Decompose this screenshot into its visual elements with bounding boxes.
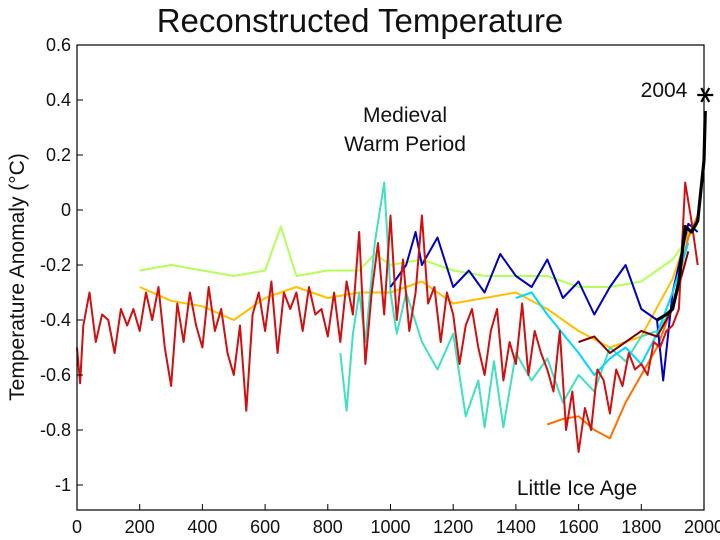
x-tick-label: 200 [125, 517, 155, 537]
x-tick-label: 400 [187, 517, 217, 537]
series-layer [76, 110, 707, 453]
y-tick-label: 0.6 [46, 35, 71, 55]
x-tick-label: 1400 [496, 517, 536, 537]
y-tick-label: -1 [55, 475, 71, 495]
series-line-5 [515, 242, 690, 376]
x-tick-label: 1800 [621, 517, 661, 537]
series-line-8 [656, 110, 707, 322]
asterisk-marker-icon [697, 87, 714, 103]
asterisk-stroke [700, 87, 711, 103]
y-tick-label: -0.6 [40, 365, 71, 385]
series-line-1 [139, 231, 690, 349]
y-tick-label: -0.8 [40, 420, 71, 440]
x-tick-label: 800 [313, 517, 343, 537]
x-tick-label: 1600 [559, 517, 599, 537]
x-tick-label: 1200 [433, 517, 473, 537]
series-line-4 [389, 222, 699, 382]
y-tick-label: 0 [61, 200, 71, 220]
chart-title: Reconstructed Temperature [156, 2, 564, 39]
little-ice-age-annotation: Little Ice Age [517, 477, 637, 500]
x-tick-label: 600 [250, 517, 280, 537]
series-line-6 [578, 251, 690, 354]
series-line-7 [76, 181, 699, 453]
y-axis-label: Temperature Anomaly (°C) [6, 153, 29, 401]
series-line-2 [339, 181, 674, 429]
y-tick-label: -0.4 [40, 310, 71, 330]
medieval-annotation-line1: Medieval [363, 104, 447, 127]
tick-layer: 0 200 400 600 800 1000 1200 1400 1600 1800 2000 0.6… [40, 35, 720, 537]
x-tick-label: 0 [72, 517, 82, 537]
y-tick-label: -0.2 [40, 255, 71, 275]
medieval-annotation-line2: Warm Period [344, 133, 466, 156]
y-tick-label: 0.2 [46, 145, 71, 165]
x-tick-label: 2000 [684, 517, 720, 537]
x-tick-label: 1000 [370, 517, 410, 537]
y-tick-label: 0.4 [46, 90, 71, 110]
year-2004-label: 2004 [641, 79, 688, 102]
